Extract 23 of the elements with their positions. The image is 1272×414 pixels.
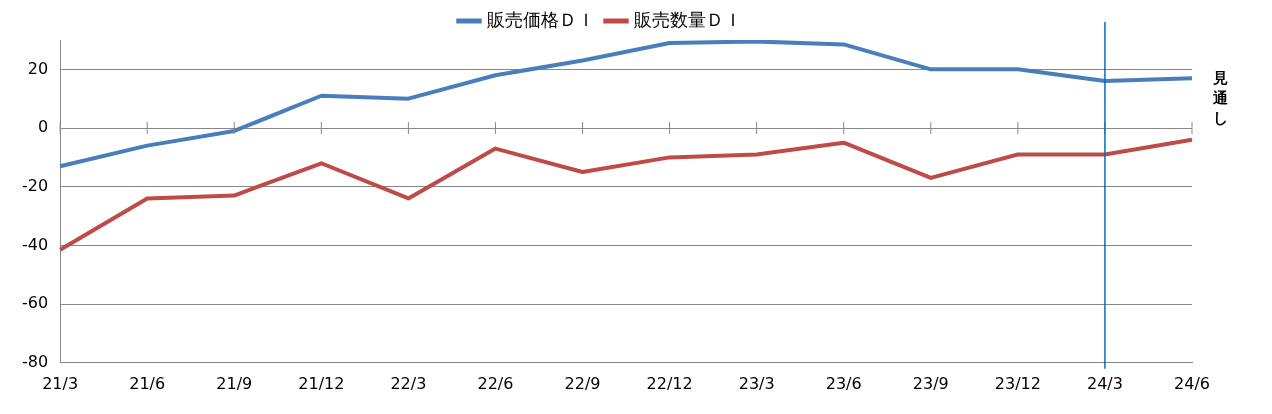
x-tick-label: 24/3 — [1086, 373, 1123, 393]
y-tick-label: 0 — [37, 117, 49, 137]
text: 見通し — [1211, 68, 1229, 127]
legend-label: 販売数量ＤＩ — [634, 8, 742, 30]
legend-label: 販売価格ＤＩ — [487, 8, 595, 30]
y-tick-label: 20 — [27, 58, 49, 78]
x-tick-label: 23/12 — [994, 373, 1041, 393]
y-tick-label: -40 — [21, 234, 49, 254]
y-tick-label: -20 — [21, 175, 49, 195]
x-tick-label: 22/12 — [646, 373, 693, 393]
x-tick-label: 23/6 — [825, 373, 862, 393]
x-tick-label: 21/6 — [129, 373, 166, 393]
x-tick-label: 21/9 — [216, 373, 253, 393]
x-tick-label: 21/3 — [42, 373, 79, 393]
x-tick-label: 23/3 — [738, 373, 775, 393]
y-tick-label: -60 — [21, 293, 49, 313]
x-tick-label: 22/9 — [564, 373, 601, 393]
x-tick-label: 24/6 — [1174, 373, 1210, 393]
x-tick-label: 22/6 — [477, 373, 514, 393]
x-tick-label: 23/9 — [912, 373, 949, 393]
x-tick-label: 22/3 — [390, 373, 427, 393]
x-tick-label: 21/12 — [298, 373, 345, 393]
y-tick-label: -80 — [21, 351, 49, 371]
